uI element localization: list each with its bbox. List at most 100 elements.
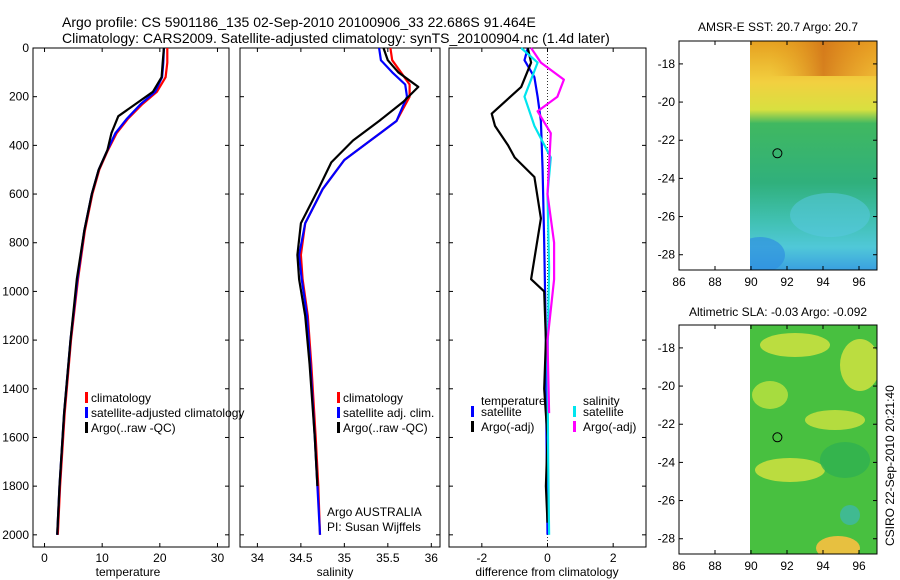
sst-map-frame <box>678 40 878 271</box>
y-tick-label: 600 <box>9 187 29 201</box>
legend-climatology-swatch <box>337 392 340 403</box>
x-tick-label: 96 <box>852 275 866 289</box>
header-line2: Climatology: CARS2009. Satellite-adjuste… <box>62 30 610 46</box>
x-tick-label: 88 <box>708 559 722 573</box>
temperature-x-label: temperature <box>96 565 161 579</box>
series-line-argo <box>56 47 165 535</box>
series-line-temperature-argo-adj- <box>490 47 549 523</box>
salinity-axes-frame <box>239 47 441 548</box>
salinity-legend: climatology satellite adj. clim. Argo(..… <box>337 391 434 435</box>
sst-cool-patch <box>790 193 870 237</box>
temperature-legend: climatology satellite-adjusted climatolo… <box>85 391 244 435</box>
x-tick-label: -2 <box>476 551 487 565</box>
legend-satellite-swatch <box>337 407 340 418</box>
legend-temperature-header: temperature <box>481 394 546 408</box>
sla-heatmap <box>750 325 877 554</box>
legend-temp-satellite-swatch <box>471 406 474 417</box>
argo-owner-annotation: Argo AUSTRALIA <box>327 505 422 519</box>
series-line-satellite <box>56 47 165 535</box>
temperature-axes-frame <box>32 47 230 548</box>
y-tick-label: -26 <box>658 494 676 508</box>
salinity-ticks: 34 34.5 35 35.5 36 <box>240 47 440 565</box>
panel-difference: -2 0 2 difference from climatology tempera… <box>448 47 647 579</box>
header-line1: Argo profile: CS 5901186_135 02-Sep-2010… <box>62 14 536 30</box>
y-tick-label: 2000 <box>2 528 29 542</box>
x-tick-label: 90 <box>744 559 758 573</box>
y-tick-label: 1200 <box>2 333 29 347</box>
legend-salinity-header: salinity <box>583 394 620 408</box>
x-tick-label: 34 <box>251 551 265 565</box>
legend-temp-satellite-label: satellite <box>481 405 522 419</box>
y-tick-label: 0 <box>22 41 29 55</box>
y-tick-label: -28 <box>658 248 676 262</box>
salinity-x-label: salinity <box>317 565 354 579</box>
y-tick-label: -20 <box>658 95 676 109</box>
x-tick-label: 86 <box>672 275 686 289</box>
y-tick-label: -18 <box>658 341 676 355</box>
legend-sal-satellite-label: satellite <box>583 405 624 419</box>
x-tick-label: 34.5 <box>289 551 313 565</box>
x-tick-label: 88 <box>708 275 722 289</box>
y-tick-label: -24 <box>658 455 676 469</box>
x-tick-label: 92 <box>780 275 794 289</box>
y-tick-label: -26 <box>658 210 676 224</box>
sst-map-ticks: 86 88 90 92 94 96 -18 -20 -22 -24 -26 -28 <box>658 41 877 289</box>
y-tick-label: -24 <box>658 171 676 185</box>
x-tick-label: 0 <box>41 551 48 565</box>
sla-high-patch <box>760 333 830 357</box>
argo-float-marker <box>772 148 783 159</box>
x-tick-label: 90 <box>744 275 758 289</box>
sst-cool-patch <box>750 237 785 270</box>
sst-warm-patch <box>770 41 877 76</box>
difference-x-label: difference from climatology <box>475 565 618 579</box>
series-line-salinity-argo-adj- <box>530 47 566 414</box>
y-tick-label: 1600 <box>2 430 29 444</box>
legend-sal-argo-swatch <box>573 421 576 432</box>
x-tick-label: 10 <box>95 551 109 565</box>
legend-argo-swatch <box>337 422 340 433</box>
series-line-climatology <box>56 48 169 535</box>
x-tick-label: 35 <box>338 551 352 565</box>
temperature-ticks: 0 10 20 30 0 200 400 600 800 1000 1200 1400 1600 1800… <box>2 41 229 565</box>
sla-low-patch <box>840 505 860 525</box>
y-tick-label: 200 <box>9 90 29 104</box>
x-tick-label: 86 <box>672 559 686 573</box>
y-tick-label: -18 <box>658 57 676 71</box>
salinity-lines <box>296 47 420 535</box>
legend-climatology-swatch <box>85 392 88 403</box>
csiro-credit: CSIRO 22-Sep-2010 20:21:40 <box>883 385 897 546</box>
y-tick-label: 1000 <box>2 284 29 298</box>
legend-satellite-label: satellite-adjusted climatology <box>91 406 244 420</box>
legend-temp-argo-label: Argo(-adj) <box>481 420 534 434</box>
sla-low-patch <box>820 442 870 478</box>
legend-sal-satellite-swatch <box>573 406 576 417</box>
legend-climatology-label: climatology <box>91 391 151 405</box>
legend-sal-argo-label: Argo(-adj) <box>583 420 636 434</box>
x-tick-label: 35.5 <box>376 551 400 565</box>
difference-lines <box>490 47 566 535</box>
y-tick-label: 1400 <box>2 382 29 396</box>
series-line-climatology <box>299 47 411 535</box>
difference-ticks: -2 0 2 <box>449 47 646 565</box>
y-tick-label: -20 <box>658 379 676 393</box>
x-tick-label: 20 <box>153 551 167 565</box>
sla-high-patch <box>816 536 860 554</box>
x-tick-label: 92 <box>780 559 794 573</box>
y-tick-label: 800 <box>9 236 29 250</box>
sst-heatmap <box>750 41 877 270</box>
argo-pi-annotation: PI: Susan Wijffels <box>327 520 421 534</box>
y-tick-label: 1800 <box>2 479 29 493</box>
legend-argo-label: Argo(..raw -QC) <box>343 421 428 435</box>
y-tick-label: -28 <box>658 532 676 546</box>
x-tick-label: 0 <box>544 551 551 565</box>
panel-salinity: 34 34.5 35 35.5 36 salinity climatology sate… <box>239 47 441 579</box>
sla-high-patch <box>755 458 825 482</box>
y-tick-label: -22 <box>658 133 676 147</box>
legend-argo-label: Argo(..raw -QC) <box>91 421 176 435</box>
sla-high-patch <box>805 410 865 430</box>
y-tick-label: 400 <box>9 138 29 152</box>
sla-map-frame <box>678 324 878 555</box>
x-tick-label: 36 <box>425 551 439 565</box>
map-altimetric-sla: Altimetric SLA: -0.03 Argo: -0.092 86 88 9… <box>658 305 878 573</box>
legend-argo-swatch <box>85 422 88 433</box>
